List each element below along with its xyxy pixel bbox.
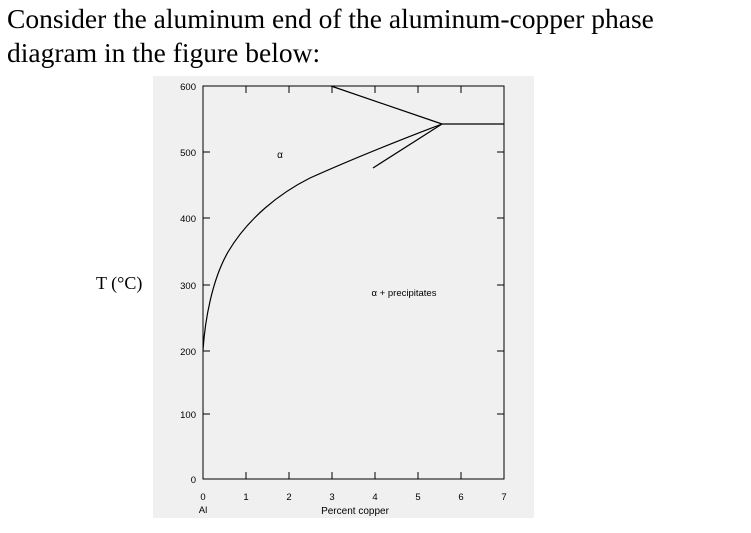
y-axis-label: T (°C) bbox=[96, 273, 143, 293]
plot-frame bbox=[202, 85, 505, 480]
question-line-1: Consider the aluminum end of the aluminu… bbox=[7, 3, 654, 34]
alpha-precipitates-region-label: α + precipitates bbox=[372, 288, 437, 299]
x-tick-label: 1 bbox=[243, 492, 248, 503]
x-tick-label: 6 bbox=[458, 492, 463, 503]
y-tick-label: 300 bbox=[180, 281, 196, 292]
diagram-background bbox=[153, 76, 534, 518]
x-ticks bbox=[245, 86, 462, 479]
question-line-2: diagram in the figure below: bbox=[7, 37, 321, 68]
liquidus-line bbox=[372, 123, 443, 169]
x-tick-label: 5 bbox=[415, 492, 420, 503]
solidus-line bbox=[330, 85, 443, 125]
x-origin-label: Al bbox=[199, 505, 207, 516]
x-tick-label: 7 bbox=[501, 492, 506, 503]
y-tick-label: 500 bbox=[180, 148, 196, 159]
solvus-curve bbox=[202, 123, 443, 351]
x-tick-label: 0 bbox=[200, 492, 205, 503]
y-tick-label: 400 bbox=[180, 214, 196, 225]
x-tick-label: 4 bbox=[372, 492, 377, 503]
y-tick-label: 600 bbox=[180, 82, 196, 93]
phase-boundaries bbox=[202, 85, 504, 351]
x-tick-label: 2 bbox=[286, 492, 291, 503]
y-tick-label: 200 bbox=[180, 347, 196, 358]
x-tick-label: 3 bbox=[329, 492, 334, 503]
y-ticks bbox=[203, 85, 504, 415]
question-text: Consider the aluminum end of the aluminu… bbox=[7, 2, 751, 70]
alpha-region-label: α bbox=[277, 150, 283, 161]
y-tick-label: 0 bbox=[191, 475, 196, 486]
x-axis-label: Percent copper bbox=[321, 506, 389, 517]
y-tick-label: 100 bbox=[180, 410, 196, 421]
